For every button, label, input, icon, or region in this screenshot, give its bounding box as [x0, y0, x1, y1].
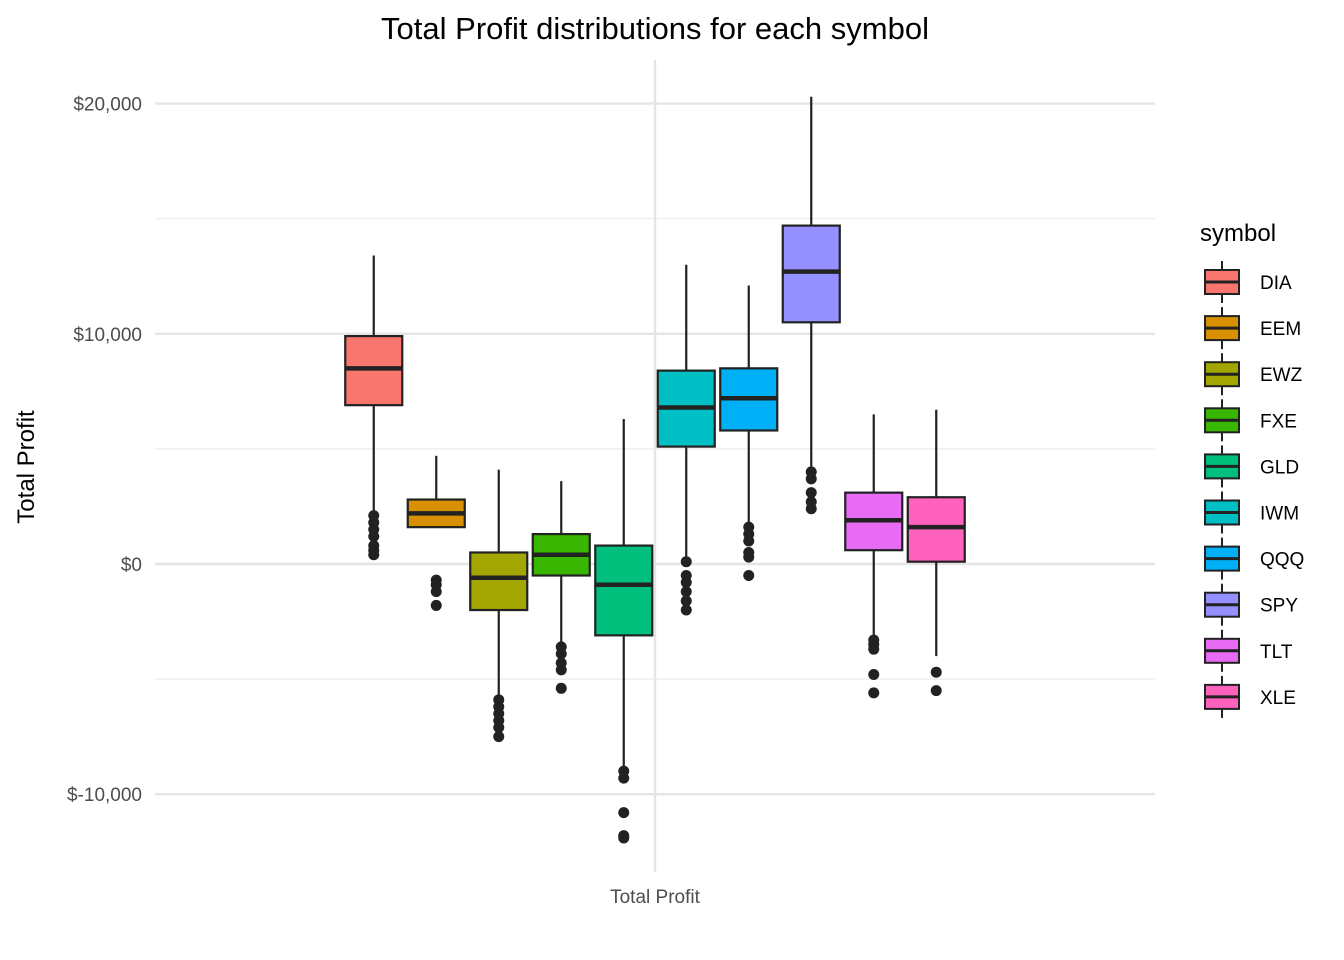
- outlier-point: [618, 807, 630, 819]
- outlier-point: [555, 648, 567, 660]
- legend-label: GLD: [1260, 457, 1299, 478]
- outlier-point: [805, 503, 817, 515]
- legend-item-ewz: EWZ: [1204, 353, 1303, 396]
- box-ewz: [469, 469, 529, 743]
- y-tick-label: $10,000: [73, 325, 142, 346]
- outlier-point: [680, 576, 692, 588]
- legend-label: TLT: [1260, 642, 1293, 663]
- iqr-box: [594, 544, 654, 637]
- outlier-point: [493, 731, 505, 743]
- outlier-point: [680, 556, 692, 568]
- iqr-box: [469, 551, 529, 612]
- y-tick-label: $20,000: [73, 95, 142, 116]
- legend-item-gld: GLD: [1204, 445, 1299, 488]
- outlier-point: [743, 551, 755, 563]
- legend-label: QQQ: [1260, 550, 1304, 571]
- legend-title: symbol: [1200, 220, 1276, 247]
- outlier-point: [868, 687, 880, 699]
- box-iwm: [656, 264, 716, 616]
- outlier-point: [743, 570, 755, 582]
- y-tick-label: $0: [121, 555, 142, 576]
- outlier-point: [805, 473, 817, 485]
- box-layer: [344, 96, 966, 844]
- y-axis-ticks: $-10,000 $0 $10,000 $20,000: [67, 95, 142, 807]
- outlier-point: [618, 772, 630, 784]
- box-xle: [906, 409, 966, 697]
- legend-label: FXE: [1260, 411, 1297, 432]
- outlier-point: [930, 685, 942, 697]
- chart-title: Total Profit distributions for each symb…: [381, 11, 929, 46]
- box-tlt: [844, 414, 904, 699]
- outlier-point: [868, 643, 880, 655]
- legend-item-qqq: QQQ: [1204, 537, 1304, 580]
- outlier-point: [368, 510, 380, 522]
- outlier-point: [555, 664, 567, 676]
- outlier-point: [493, 721, 505, 733]
- outlier-point: [805, 487, 817, 499]
- iqr-box: [781, 224, 841, 324]
- outlier-point: [680, 595, 692, 607]
- legend-item-eem: EEM: [1204, 307, 1301, 350]
- legend-item-iwm: IWM: [1204, 491, 1299, 534]
- legend-item-tlt: TLT: [1204, 629, 1293, 672]
- legend-label: IWM: [1260, 504, 1299, 525]
- legend-label: SPY: [1260, 596, 1298, 617]
- legend-label: EEM: [1260, 319, 1301, 340]
- legend: symbol DIA EEM EWZ FXE GLD IWM QQQ SPY TLT XLE: [1200, 220, 1304, 718]
- outlier-point: [868, 668, 880, 680]
- outlier-point: [430, 586, 442, 598]
- iqr-box: [906, 496, 966, 563]
- legend-item-dia: DIA: [1204, 261, 1292, 303]
- legend-label: XLE: [1260, 688, 1296, 709]
- outlier-point: [680, 604, 692, 616]
- outlier-point: [368, 540, 380, 552]
- box-gld: [594, 418, 654, 844]
- outlier-point: [680, 586, 692, 598]
- outlier-point: [430, 599, 442, 611]
- legend-item-fxe: FXE: [1204, 399, 1297, 442]
- box-spy: [781, 96, 841, 515]
- outlier-point: [618, 832, 630, 844]
- legend-item-spy: SPY: [1204, 583, 1298, 626]
- legend-label: EWZ: [1260, 365, 1303, 386]
- outlier-point: [743, 535, 755, 547]
- y-tick-label: $-10,000: [67, 785, 142, 806]
- box-qqq: [719, 285, 779, 582]
- legend-item-xle: XLE: [1204, 675, 1296, 718]
- box-fxe: [531, 481, 591, 694]
- iqr-box: [344, 335, 404, 407]
- box-dia: [344, 255, 404, 561]
- y-axis-label: Total Profit: [13, 410, 40, 524]
- outlier-point: [930, 666, 942, 678]
- x-tick-label: Total Profit: [610, 887, 700, 908]
- grid-lines: [155, 60, 1155, 872]
- box-eem: [406, 455, 466, 611]
- outlier-point: [555, 682, 567, 694]
- legend-label: DIA: [1260, 273, 1292, 294]
